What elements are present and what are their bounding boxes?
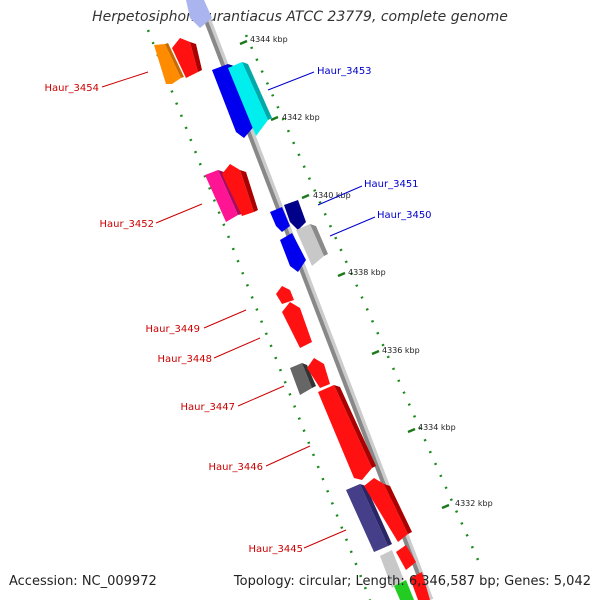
gene-label: Haur_3447 bbox=[180, 402, 235, 413]
gene-arrow bbox=[296, 224, 324, 266]
gene-arrow bbox=[290, 363, 312, 395]
gene-arrow bbox=[282, 302, 312, 348]
gene-labels: Haur_3454 Haur_3452 Haur_3449 Haur_3448 … bbox=[44, 66, 431, 555]
gene-arrow-side bbox=[242, 62, 272, 120]
tick-label: 4342 kbp bbox=[282, 113, 320, 122]
gene-arrow bbox=[186, 0, 212, 28]
gene-label: Haur_3454 bbox=[44, 83, 99, 94]
leader-line bbox=[317, 185, 363, 206]
leader-line bbox=[267, 71, 315, 91]
leader-line bbox=[237, 385, 285, 407]
gene-arrow bbox=[346, 484, 388, 552]
gene-arrow bbox=[394, 580, 414, 600]
gene-arrow bbox=[270, 207, 290, 232]
gene-label: Haur_3450 bbox=[377, 210, 432, 221]
tick-label: 4332 kbp bbox=[455, 499, 493, 508]
gene-arrow bbox=[284, 200, 306, 230]
gene-arrow bbox=[276, 286, 294, 304]
gene-arrow bbox=[212, 64, 256, 138]
leader-line bbox=[303, 529, 347, 549]
tick-label: 4338 kbp bbox=[348, 268, 386, 277]
gene-arrow-side bbox=[190, 42, 202, 72]
tick-label: 4334 kbp bbox=[418, 423, 456, 432]
gene-arrow bbox=[280, 233, 306, 272]
gene-arrow bbox=[396, 545, 416, 570]
gene-arrow bbox=[318, 385, 372, 480]
scale-ticks: 4344 kbp 4342 kbp 4340 kbp 4338 kbp 4336… bbox=[239, 35, 493, 510]
accession-text: Accession: NC_009972 bbox=[9, 574, 157, 589]
gene-arrow bbox=[222, 164, 254, 216]
leader-line bbox=[265, 445, 311, 467]
leader-line bbox=[101, 71, 149, 88]
leader-lines bbox=[101, 71, 376, 549]
outer-guide-line bbox=[244, 34, 480, 561]
gene-arrow bbox=[307, 358, 330, 388]
gene-label: Haur_3448 bbox=[157, 354, 212, 365]
gene-arrow bbox=[364, 478, 408, 542]
tick-mark bbox=[407, 427, 416, 434]
gene-arrow bbox=[228, 62, 268, 136]
gene-arrow bbox=[154, 44, 181, 84]
gene-arrow-side bbox=[165, 43, 184, 78]
gene-label: Haur_3445 bbox=[248, 544, 303, 555]
gene-arrow-side bbox=[360, 484, 392, 546]
leader-line bbox=[155, 203, 203, 224]
gene-label: Haur_3449 bbox=[145, 324, 200, 335]
gene-arrow bbox=[205, 170, 238, 222]
topology-text: Topology: circular; Length: 6,346,587 bp… bbox=[233, 574, 591, 589]
tick-label: 4340 kbp bbox=[313, 191, 351, 200]
gene-arrow-side bbox=[384, 484, 412, 534]
gene-arrow-side bbox=[218, 170, 242, 215]
gene-arrow-side bbox=[240, 170, 258, 212]
tick-label: 4344 kbp bbox=[250, 35, 288, 44]
tick-mark bbox=[301, 193, 310, 200]
gene-arrow bbox=[410, 572, 430, 600]
gene-arrow-side bbox=[334, 385, 376, 468]
tick-mark bbox=[371, 349, 380, 356]
gene-label: Haur_3453 bbox=[317, 66, 372, 77]
gene-arrow bbox=[380, 550, 404, 588]
leader-line bbox=[213, 337, 261, 359]
tick-mark bbox=[441, 503, 450, 510]
gene-label: Haur_3452 bbox=[99, 219, 154, 230]
gene-label: Haur_3451 bbox=[364, 179, 419, 190]
tick-mark bbox=[337, 271, 346, 278]
gene-label: Haur_3446 bbox=[208, 462, 263, 473]
gene-features bbox=[154, 0, 430, 600]
tick-label: 4336 kbp bbox=[382, 346, 420, 355]
tick-mark bbox=[270, 115, 279, 122]
leader-line bbox=[329, 216, 376, 237]
tick-mark bbox=[239, 39, 248, 46]
gene-arrow-side bbox=[302, 363, 316, 388]
leader-line bbox=[203, 309, 247, 329]
gene-arrow bbox=[172, 38, 198, 78]
gene-arrow-side bbox=[310, 224, 328, 256]
